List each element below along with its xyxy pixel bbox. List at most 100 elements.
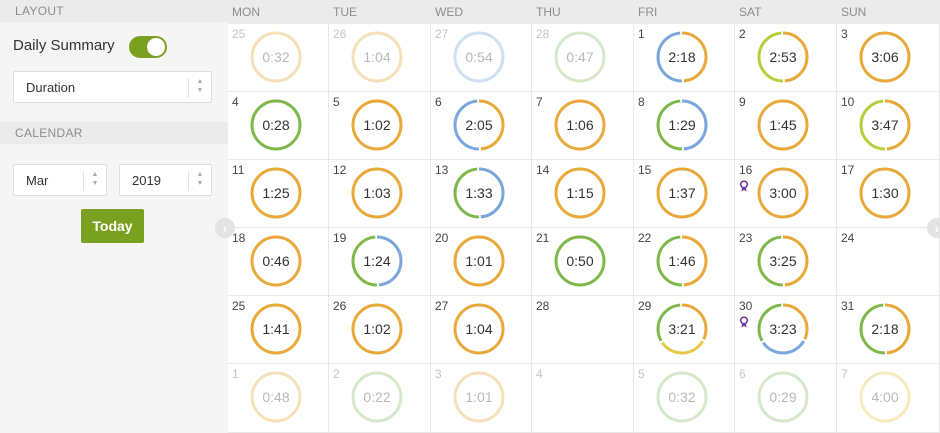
duration-value: 1:24 [363, 253, 390, 269]
duration-value: 1:29 [668, 117, 695, 133]
duration-ring-segment [757, 31, 809, 83]
duration-value: 0:47 [566, 49, 593, 65]
metric-select[interactable]: Duration ▲ ▼ [13, 71, 212, 103]
duration-value: 0:32 [262, 49, 289, 65]
chevron-left-icon[interactable]: ‹ [215, 218, 235, 238]
duration-ring: 0:50 [554, 235, 606, 287]
calendar-day-cell[interactable]: 7 1:06 [532, 92, 634, 160]
calendar-day-cell[interactable]: 2 2:53 [735, 24, 837, 92]
weekday-label: SUN [841, 5, 867, 19]
day-number: 16 [739, 163, 753, 177]
calendar-day-cell[interactable]: 5 0:32 [634, 364, 735, 433]
duration-value: 4:00 [871, 389, 898, 405]
day-number: 19 [333, 231, 347, 245]
today-button[interactable]: Today [81, 209, 144, 243]
weekday-label: SAT [739, 5, 762, 19]
calendar-day-cell[interactable]: 15 1:37 [634, 160, 735, 228]
duration-ring-segment [757, 235, 809, 287]
calendar-day-cell[interactable]: 25 0:32 [228, 24, 329, 92]
duration-ring: 2:53 [757, 31, 809, 83]
duration-value: 1:25 [262, 185, 289, 201]
toggle-knob [147, 38, 165, 56]
duration-ring-segment [250, 167, 302, 219]
duration-ring-segment [757, 235, 809, 287]
updown-chevron-icon: ▲ ▼ [91, 171, 99, 187]
daily-summary-toggle[interactable] [129, 36, 167, 58]
calendar-day-cell[interactable]: 25 1:41 [228, 296, 329, 364]
calendar-day-cell[interactable]: 11 1:25 [228, 160, 329, 228]
calendar-day-cell[interactable]: 7 4:00 [837, 364, 940, 433]
weekday-label: TUE [333, 5, 357, 19]
calendar-day-cell[interactable]: 21 0:50 [532, 228, 634, 296]
calendar-day-cell[interactable]: 4 [532, 364, 634, 433]
calendar-day-cell[interactable]: 24 [837, 228, 940, 296]
chevron-right-icon[interactable]: › [927, 218, 940, 238]
day-number: 9 [739, 95, 746, 109]
calendar-day-cell[interactable]: 9 1:45 [735, 92, 837, 160]
duration-ring-segment [554, 167, 606, 219]
calendar-day-cell[interactable]: 17 1:30 [837, 160, 940, 228]
calendar-day-cell[interactable]: 29 3:21 [634, 296, 735, 364]
day-number: 13 [435, 163, 449, 177]
calendar-day-cell[interactable]: 6 2:05 [431, 92, 532, 160]
duration-ring-segment [351, 371, 403, 423]
calendar-day-cell[interactable]: 2 0:22 [329, 364, 431, 433]
calendar-day-cell[interactable]: 28 [532, 296, 634, 364]
calendar-day-cell[interactable]: 3 3:06 [837, 24, 940, 92]
calendar-day-cell[interactable]: 4 0:28 [228, 92, 329, 160]
duration-value: 1:02 [363, 321, 390, 337]
calendar-day-cell[interactable]: 3 1:01 [431, 364, 532, 433]
day-number: 15 [638, 163, 652, 177]
duration-ring-segment [757, 371, 809, 423]
duration-ring: 2:05 [453, 99, 505, 151]
calendar-day-cell[interactable]: 1 2:18 [634, 24, 735, 92]
duration-value: 1:15 [566, 185, 593, 201]
duration-ring-segment [656, 167, 708, 219]
calendar-day-cell[interactable]: 10 3:47 [837, 92, 940, 160]
duration-value: 3:00 [769, 185, 796, 201]
calendar-day-cell[interactable]: 26 1:04 [329, 24, 431, 92]
calendar-day-cell[interactable]: 31 2:18 [837, 296, 940, 364]
day-number: 25 [232, 299, 246, 313]
calendar-day-cell[interactable]: 8 1:29 [634, 92, 735, 160]
calendar-day-cell[interactable]: 14 1:15 [532, 160, 634, 228]
duration-ring-segment [351, 235, 403, 287]
calendar-day-cell[interactable]: 18 0:46 [228, 228, 329, 296]
calendar-day-cell[interactable]: 28 0:47 [532, 24, 634, 92]
duration-ring: 0:28 [250, 99, 302, 151]
duration-ring-segment [250, 99, 302, 151]
duration-value: 0:50 [566, 253, 593, 269]
calendar-day-cell[interactable]: 13 1:33 [431, 160, 532, 228]
duration-ring-segment [351, 31, 403, 83]
duration-ring: 1:15 [554, 167, 606, 219]
duration-ring-segment [351, 235, 403, 287]
day-number: 25 [232, 27, 246, 41]
duration-ring: 1:03 [351, 167, 403, 219]
calendar-day-cell[interactable]: 16 3:00 [735, 160, 837, 228]
daily-summary-label: Daily Summary [13, 37, 115, 54]
calendar-day-cell[interactable]: 6 0:29 [735, 364, 837, 433]
duration-value: 1:04 [363, 49, 390, 65]
day-number: 18 [232, 231, 246, 245]
calendar-day-cell[interactable]: 27 1:04 [431, 296, 532, 364]
month-select[interactable]: Mar ▲ ▼ [13, 164, 107, 196]
duration-ring-segment [859, 99, 911, 151]
day-number: 24 [841, 231, 855, 245]
calendar-day-cell[interactable]: 22 1:46 [634, 228, 735, 296]
calendar-day-cell[interactable]: 12 1:03 [329, 160, 431, 228]
calendar-day-cell[interactable]: 30 3:23 [735, 296, 837, 364]
duration-ring-segment [351, 167, 403, 219]
year-select[interactable]: 2019 ▲ ▼ [119, 164, 212, 196]
calendar-day-cell[interactable]: 1 0:48 [228, 364, 329, 433]
calendar-day-cell[interactable]: 19 1:24 [329, 228, 431, 296]
calendar-day-cell[interactable]: 5 1:02 [329, 92, 431, 160]
duration-ring-segment [453, 303, 505, 355]
calendar-days: 25 0:32 26 1:04 27 0:54 28 0:47 1 2:18 2 2:53 3 3:06 4… [228, 24, 940, 433]
duration-ring-segment [859, 303, 911, 355]
duration-value: 1:41 [262, 321, 289, 337]
calendar-day-cell[interactable]: 23 3:25 [735, 228, 837, 296]
calendar-day-cell[interactable]: 27 0:54 [431, 24, 532, 92]
calendar-day-cell[interactable]: 20 1:01 [431, 228, 532, 296]
day-number: 6 [435, 95, 442, 109]
calendar-day-cell[interactable]: 26 1:02 [329, 296, 431, 364]
